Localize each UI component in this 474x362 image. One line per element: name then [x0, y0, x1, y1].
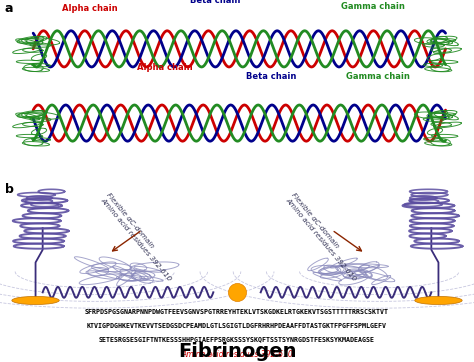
Text: Alpha chain: Alpha chain: [62, 4, 117, 13]
Text: Amino acid residues 392-610: Amino acid residues 392-610: [181, 350, 293, 359]
Text: SFRPDSPGSGNARPNNPDWGTFEEVSGNVSPGTRREYHTEKLVTSKGDKELRTGKEKVTSGSTTTTTRRSCSKTVT: SFRPDSPGSGNARPNNPDWGTFEEVSGNVSPGTRREYHTE…: [85, 308, 389, 315]
Text: Beta chain: Beta chain: [190, 0, 240, 5]
Text: Beta chain: Beta chain: [246, 72, 297, 81]
Text: Alpha chain: Alpha chain: [137, 63, 193, 72]
Text: Fibrinogen: Fibrinogen: [178, 342, 296, 361]
Text: Flexible αC-domain
Amino acid residues 392-610: Flexible αC-domain Amino acid residues 3…: [284, 192, 363, 282]
Text: SETESRGSESGIFTNTKESSSHHPGIAEFPSRGKSSSYSKQFTSSTSYNRGDSTFESKSYKMADEAGSE: SETESRGSESGIFTNTKESSSHHPGIAEFPSRGKSSSYSK…: [99, 337, 375, 342]
Text: Flexible αC-domain
Amino acid residues 392-610: Flexible αC-domain Amino acid residues 3…: [100, 192, 178, 282]
Ellipse shape: [415, 296, 462, 304]
Ellipse shape: [12, 296, 59, 304]
Text: a: a: [5, 2, 13, 15]
Text: Gamma chain: Gamma chain: [346, 72, 410, 81]
Text: b: b: [5, 183, 14, 196]
Text: KTVIGPDGHKEVTKEVVTSEDGSDCPEAMDLGTLSGIGTLDGFRHRHPDEAAFFDTASTGKTFPGFFSPMLGEFV: KTVIGPDGHKEVTKEVVTSEDGSDCPEAMDLGTLSGIGTL…: [87, 323, 387, 329]
Text: Gamma chain: Gamma chain: [341, 2, 405, 11]
